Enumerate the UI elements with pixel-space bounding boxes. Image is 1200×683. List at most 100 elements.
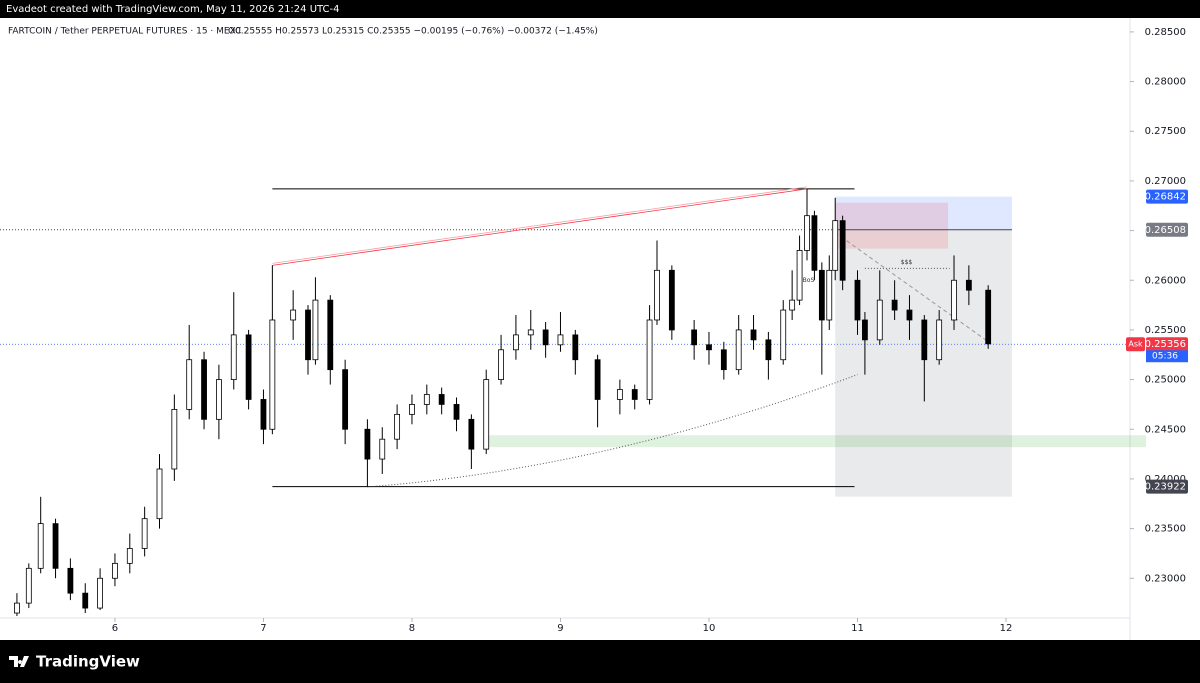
countdown-bg [1146,350,1188,363]
candle-body [14,602,20,614]
ask-price: 0.25356 [1145,339,1186,350]
candle-body [862,319,868,341]
price-label-bg [1146,189,1188,204]
footer-bar [0,640,1200,683]
x-tick-label: 8 [409,623,415,634]
candle-body [82,592,89,609]
candle-body [453,404,460,420]
candle-body [706,344,712,351]
y-tick-label: 0.23500 [1145,524,1186,535]
candle-body [260,399,267,430]
candle-body [379,438,386,460]
candle-body [468,418,475,450]
y-tick-label: 0.27500 [1145,126,1186,137]
position-stop-zone [835,196,1012,230]
candle-body [483,379,490,450]
y-tick-label: 0.24500 [1145,424,1186,435]
candle-body [171,408,178,470]
candle-body [438,394,445,405]
annotation: $$$ [901,259,913,266]
candle-body [409,404,415,415]
candle-body [245,334,252,400]
curve-dotted [367,374,858,488]
brand-text: TradingView [36,653,140,671]
candle-body [141,518,148,549]
x-tick-label: 6 [112,623,118,634]
candle-body [951,279,957,321]
candle-body [832,220,839,271]
y-tick-label: 0.23000 [1145,573,1186,584]
candle-body [750,329,757,341]
candle-body [498,349,504,380]
candle-body [818,269,825,321]
demand-zone [483,435,1146,448]
chart-title: FARTCOIN / Tether PERPETUAL FUTURES · 15… [8,27,241,37]
y-tick-label: 0.24000 [1145,474,1186,485]
trend-red [272,188,808,266]
y-tick-label: 0.25000 [1145,375,1186,386]
candle-body [557,334,564,346]
candle-body [965,279,972,291]
brand-logo [9,656,29,667]
candle-body [839,220,846,281]
price-label-bg [1146,222,1188,237]
x-tick-label: 9 [557,623,563,634]
candle-body [826,269,833,321]
candle-body [631,389,638,400]
candle-body [230,334,237,380]
price-label: 0.26508 [1145,225,1186,236]
candle-body [646,319,653,400]
ask-tag-bg [1126,337,1145,352]
y-tick-label: 0.27000 [1145,176,1186,187]
candle-body [654,269,660,321]
candle-body [720,349,727,371]
candle-body [290,309,297,321]
candle-body [364,428,371,460]
trend-red-2 [272,186,808,264]
candle-body [876,299,883,341]
candle-body [854,279,861,321]
candle-body [735,329,742,371]
y-tick-label: 0.28000 [1145,77,1186,88]
candle-body [305,309,311,361]
candle-body [572,334,579,361]
candle-body [67,567,74,594]
candle-body [594,359,601,400]
countdown: 05:36 [1152,352,1178,362]
candle-body [936,319,943,361]
candle-body [216,379,222,420]
candle-body [668,269,675,331]
candle-body [811,215,818,271]
candle-body [542,329,549,346]
candle-body [423,394,430,405]
annotation: BoS [803,277,815,284]
candle-body [327,299,334,371]
candle-body [527,329,534,336]
candle-body [780,309,787,361]
y-tick-label: 0.25500 [1145,325,1186,336]
candle-body [25,567,32,604]
candle-body [906,309,913,321]
candle-body [765,339,772,361]
x-tick-label: 10 [703,623,716,634]
candle-body [112,562,118,579]
position-gray-zone [835,229,1012,497]
x-tick-label: 7 [260,623,266,634]
candle-body [126,548,133,564]
candle-body [201,359,207,420]
candle-body [804,215,810,251]
candle-body [796,250,803,301]
candle-body [342,369,349,430]
x-tick-label: 12 [1000,623,1013,634]
candle-body [186,359,193,410]
candle-body [789,299,796,311]
price-label: 0.23922 [1145,482,1186,493]
ask-tag: Ask [1128,340,1143,349]
candle-body [921,319,928,361]
ask-price-bg [1146,337,1188,352]
header-text: Evadeot created with TradingView.com, Ma… [6,4,340,15]
x-tick-label: 11 [851,623,864,634]
y-tick-label: 0.28500 [1145,27,1186,38]
candle-body [269,319,276,430]
